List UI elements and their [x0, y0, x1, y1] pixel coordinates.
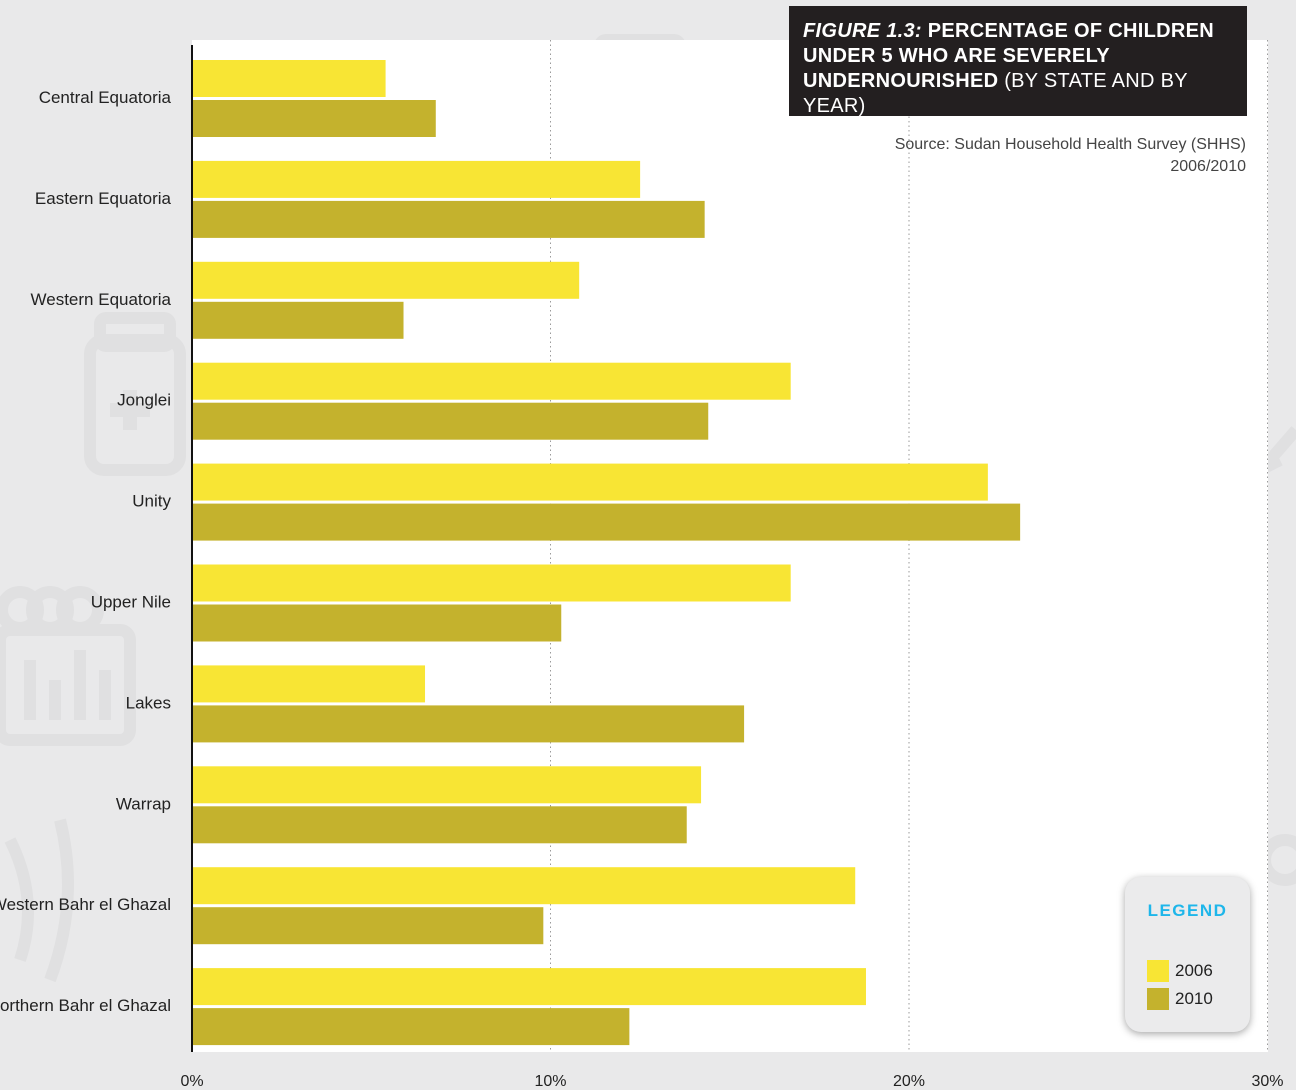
- bar-2010-7: [193, 806, 687, 844]
- category-label-3: Jonglei: [117, 391, 171, 410]
- bar-2006-9: [193, 968, 866, 1006]
- category-label-5: Upper Nile: [91, 593, 171, 612]
- legend-label-2010: 2010: [1175, 989, 1213, 1008]
- bar-2010-8: [193, 907, 544, 945]
- x-tick-label-0: 0%: [180, 1073, 203, 1090]
- bar-2006-0: [193, 60, 386, 97]
- legend-item-2006: 2006: [1147, 959, 1213, 983]
- bar-2010-9: [193, 1008, 630, 1046]
- category-label-1: Eastern Equatoria: [35, 189, 172, 208]
- chart-title-box: FIGURE 1.3: PERCENTAGE OF CHILDREN UNDER…: [789, 6, 1247, 117]
- category-label-0: Central Equatoria: [39, 88, 172, 107]
- bar-2006-5: [193, 564, 791, 602]
- bar-2010-2: [193, 301, 404, 339]
- bar-2010-0: [193, 100, 436, 137]
- bar-2010-4: [193, 503, 1021, 541]
- x-tick-label-2: 20%: [893, 1073, 925, 1090]
- bars-group: [193, 60, 1021, 1046]
- bar-2010-1: [193, 200, 705, 238]
- bar-2006-3: [193, 362, 791, 400]
- bar-2010-5: [193, 604, 562, 642]
- category-labels: Central Equatoria Eastern Equatoria Wester…: [0, 88, 172, 1015]
- x-axis-ticks: 0% 10% 20% 30%: [180, 1073, 1283, 1090]
- figure-label: FIGURE 1.3:: [803, 20, 922, 42]
- x-tick-label-3: 30%: [1251, 1073, 1283, 1090]
- category-label-8: Western Bahr el Ghazal: [0, 895, 171, 914]
- bar-2010-3: [193, 402, 709, 440]
- bar-2006-4: [193, 463, 988, 501]
- legend-label-2006: 2006: [1175, 961, 1213, 980]
- chart-board-icon: [0, 624, 136, 746]
- chart-title-qualifier: (BY STATE AND BY YEAR): [803, 70, 1188, 117]
- legend-item-2010: 2010: [1147, 987, 1213, 1011]
- x-tick-label-1: 10%: [534, 1073, 566, 1090]
- legend-title: LEGEND: [1147, 901, 1228, 920]
- bar-2006-8: [193, 867, 856, 905]
- bar-2006-1: [193, 160, 641, 198]
- legend-swatch-2006: [1147, 960, 1169, 982]
- category-label-7: Warrap: [116, 794, 171, 813]
- legend: LEGEND 2006 2010: [1125, 877, 1250, 1032]
- bar-2006-6: [193, 665, 426, 703]
- category-label-9: Northern Bahr el Ghazal: [0, 996, 171, 1015]
- bar-2006-7: [193, 766, 702, 804]
- source-note: Source: Sudan Household Health Survey (S…: [894, 136, 1246, 175]
- bar-2006-2: [193, 261, 580, 299]
- bar-2010-6: [193, 705, 745, 743]
- category-label-4: Unity: [132, 492, 171, 511]
- legend-swatch-2010: [1147, 988, 1169, 1010]
- category-label-2: Western Equatoria: [31, 290, 172, 309]
- category-label-6: Lakes: [126, 693, 171, 712]
- chart-title: PERCENTAGE OF CHILDREN UNDER 5 WHO ARE S…: [803, 20, 1214, 92]
